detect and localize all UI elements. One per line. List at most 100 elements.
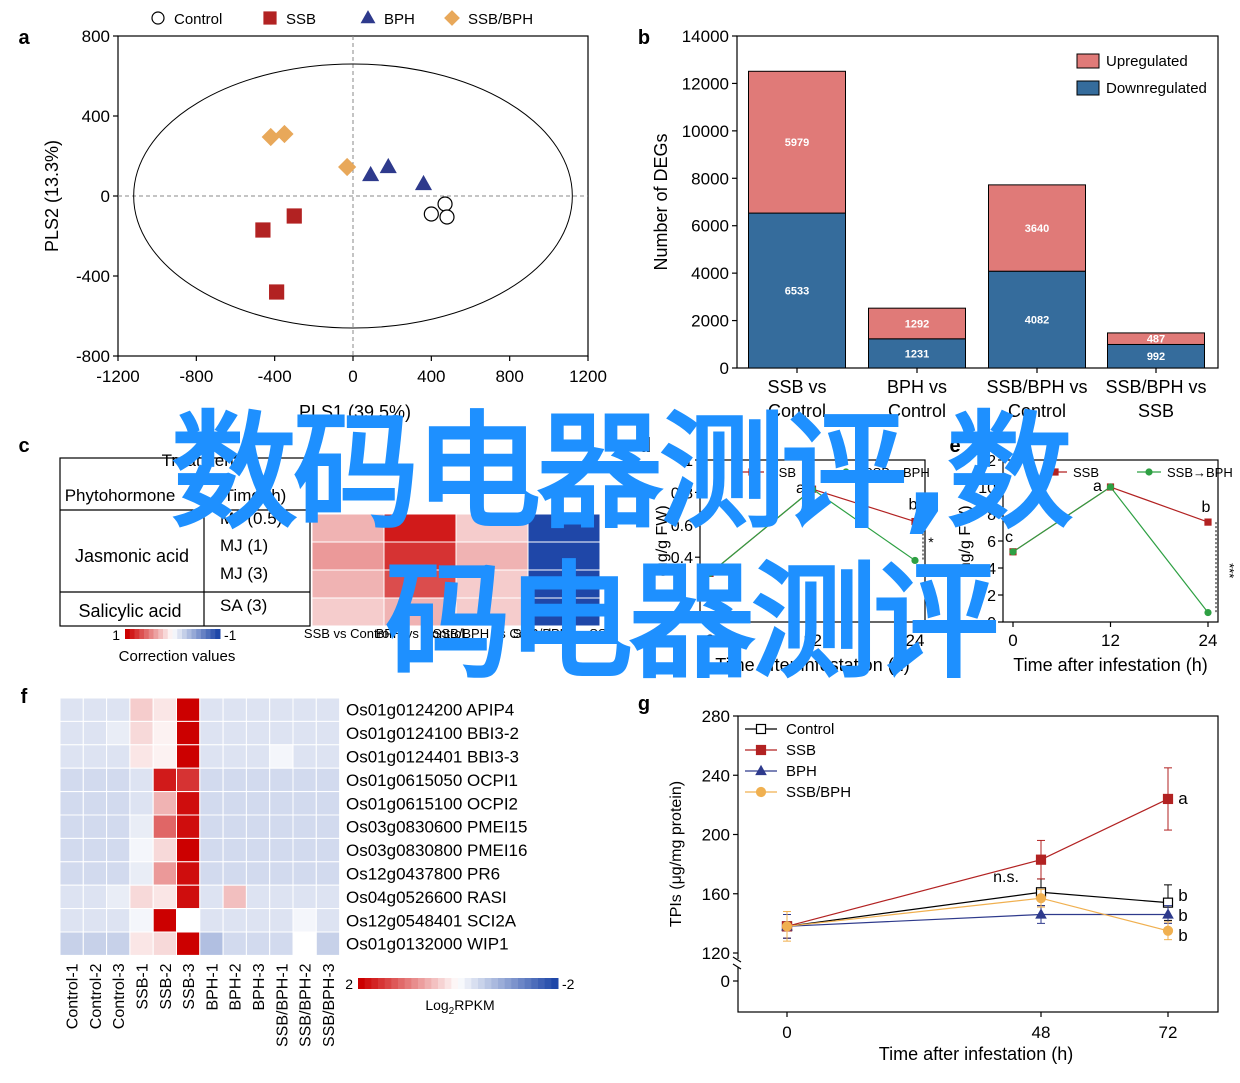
heat-cell (59, 861, 84, 886)
heat-cell (152, 744, 177, 769)
x-axis-label: Time after infestation (h) (715, 655, 909, 675)
axis-break-mark (732, 963, 742, 970)
scale-title: Log2RPKM (425, 997, 494, 1017)
scale-step (378, 978, 386, 989)
x-tick-label: 12 (1101, 631, 1120, 650)
y-tick-label: 240 (702, 766, 730, 785)
heat-cell (315, 884, 341, 910)
x-tick-label: 24 (906, 631, 925, 650)
heat-cell (315, 697, 341, 722)
scale-step (444, 978, 452, 989)
x-axis-label: Time after infestation (h) (879, 1044, 1073, 1064)
point-ssb-bph (338, 157, 357, 177)
heat-cell (129, 720, 154, 746)
heat-cell (222, 720, 247, 746)
bar-value-up: 487 (1147, 334, 1165, 346)
heat-cell (59, 837, 84, 863)
series-point (781, 921, 793, 932)
legend-marker (842, 468, 850, 476)
heat-cell (106, 861, 131, 886)
legend-label: BPH (786, 763, 817, 780)
legend-swatch-down (1076, 80, 1100, 96)
heat-cell (292, 697, 317, 722)
y-tick-label: 1 (684, 453, 693, 470)
y-tick-label: 280 (702, 707, 730, 726)
y-tick-label: 4 (987, 561, 996, 578)
x-tick-label: SSB (1138, 401, 1174, 421)
scale-step (215, 629, 221, 639)
heat-cell (152, 837, 177, 863)
heat-cell (269, 767, 294, 793)
heat-cell (82, 931, 108, 956)
annotation: *** (1222, 563, 1237, 578)
heat-cell (269, 697, 294, 722)
heat-cell (82, 791, 108, 816)
heat-cell (315, 814, 341, 839)
legend-label: SSB (786, 742, 816, 759)
scale-step (391, 978, 399, 989)
series-point (808, 485, 817, 493)
legend-marker (1145, 468, 1153, 476)
gene-label: Os12g0548401 SCI2A (346, 911, 517, 930)
scale-step (451, 978, 459, 989)
heat-cell (82, 884, 108, 910)
gene-label: Os04g0526600 RASI (346, 888, 507, 907)
heat-cell (129, 791, 154, 816)
heat-cell (106, 767, 131, 793)
heat-cell (176, 720, 201, 746)
scale-step (398, 978, 406, 989)
scale-step (167, 629, 173, 639)
heat-cell (152, 791, 177, 816)
legend-marker (755, 786, 767, 798)
header-treatment: Treatment (162, 451, 239, 470)
heat-cell (292, 884, 317, 910)
legend-label: SSB→BPH (864, 465, 930, 480)
heat-cell (82, 837, 108, 863)
scale-step (172, 629, 178, 639)
heat-cell (176, 884, 201, 910)
point-control (423, 206, 439, 222)
gene-label: Os03g0830800 PMEI16 (346, 841, 527, 860)
scale-step (511, 978, 519, 989)
sample-label: SSB-2 (158, 963, 175, 1009)
x-tick-label: Control (888, 401, 946, 421)
bar-upregulated (1107, 332, 1205, 345)
heat-cell (152, 861, 177, 886)
y-tick-label: 4000 (691, 264, 729, 283)
column-label: SSB/BPH vs SSB (513, 626, 616, 641)
bar-value-down: 1231 (905, 348, 929, 360)
x-axis-label: Time after infestation (h) (1013, 655, 1207, 675)
scale-max-label: -2 (562, 976, 575, 992)
series-line (786, 798, 1169, 927)
heat-cell (292, 744, 317, 769)
y-tick-label: 14000 (682, 27, 729, 46)
x-tick-label: 400 (417, 367, 445, 386)
heat-cell (176, 931, 201, 956)
heat-cell (527, 513, 601, 543)
x-tick-label: 12 (803, 631, 822, 650)
sample-label: BPH-3 (251, 963, 268, 1010)
y-axis-label: PLS2 (13.3%) (42, 140, 62, 252)
x-tick-label: 24 (1199, 631, 1218, 650)
y-tick-label: 0 (987, 615, 996, 632)
heat-cell (269, 931, 294, 956)
gene-label: Os01g0132000 WIP1 (346, 935, 509, 954)
point-bph (414, 174, 433, 191)
column-label: SSB/BPH vs Control (433, 626, 552, 641)
series-point (1035, 908, 1047, 919)
gene-label: Os03g0830600 PMEI15 (346, 818, 527, 837)
scale-step (125, 629, 131, 639)
heat-cell (222, 814, 247, 839)
heat-cell (222, 837, 247, 863)
point-ssb (255, 222, 271, 238)
heat-cell (59, 767, 84, 793)
heat-cell (82, 908, 108, 933)
heat-cell (527, 597, 601, 627)
series-line (1012, 486, 1209, 553)
y-tick-label: 6000 (691, 217, 729, 236)
x-tick-label: Control (1008, 401, 1066, 421)
legend-marker (755, 723, 767, 735)
point-bph (379, 157, 397, 174)
heat-cell (315, 767, 341, 793)
panel-letter-b: b (638, 27, 650, 49)
